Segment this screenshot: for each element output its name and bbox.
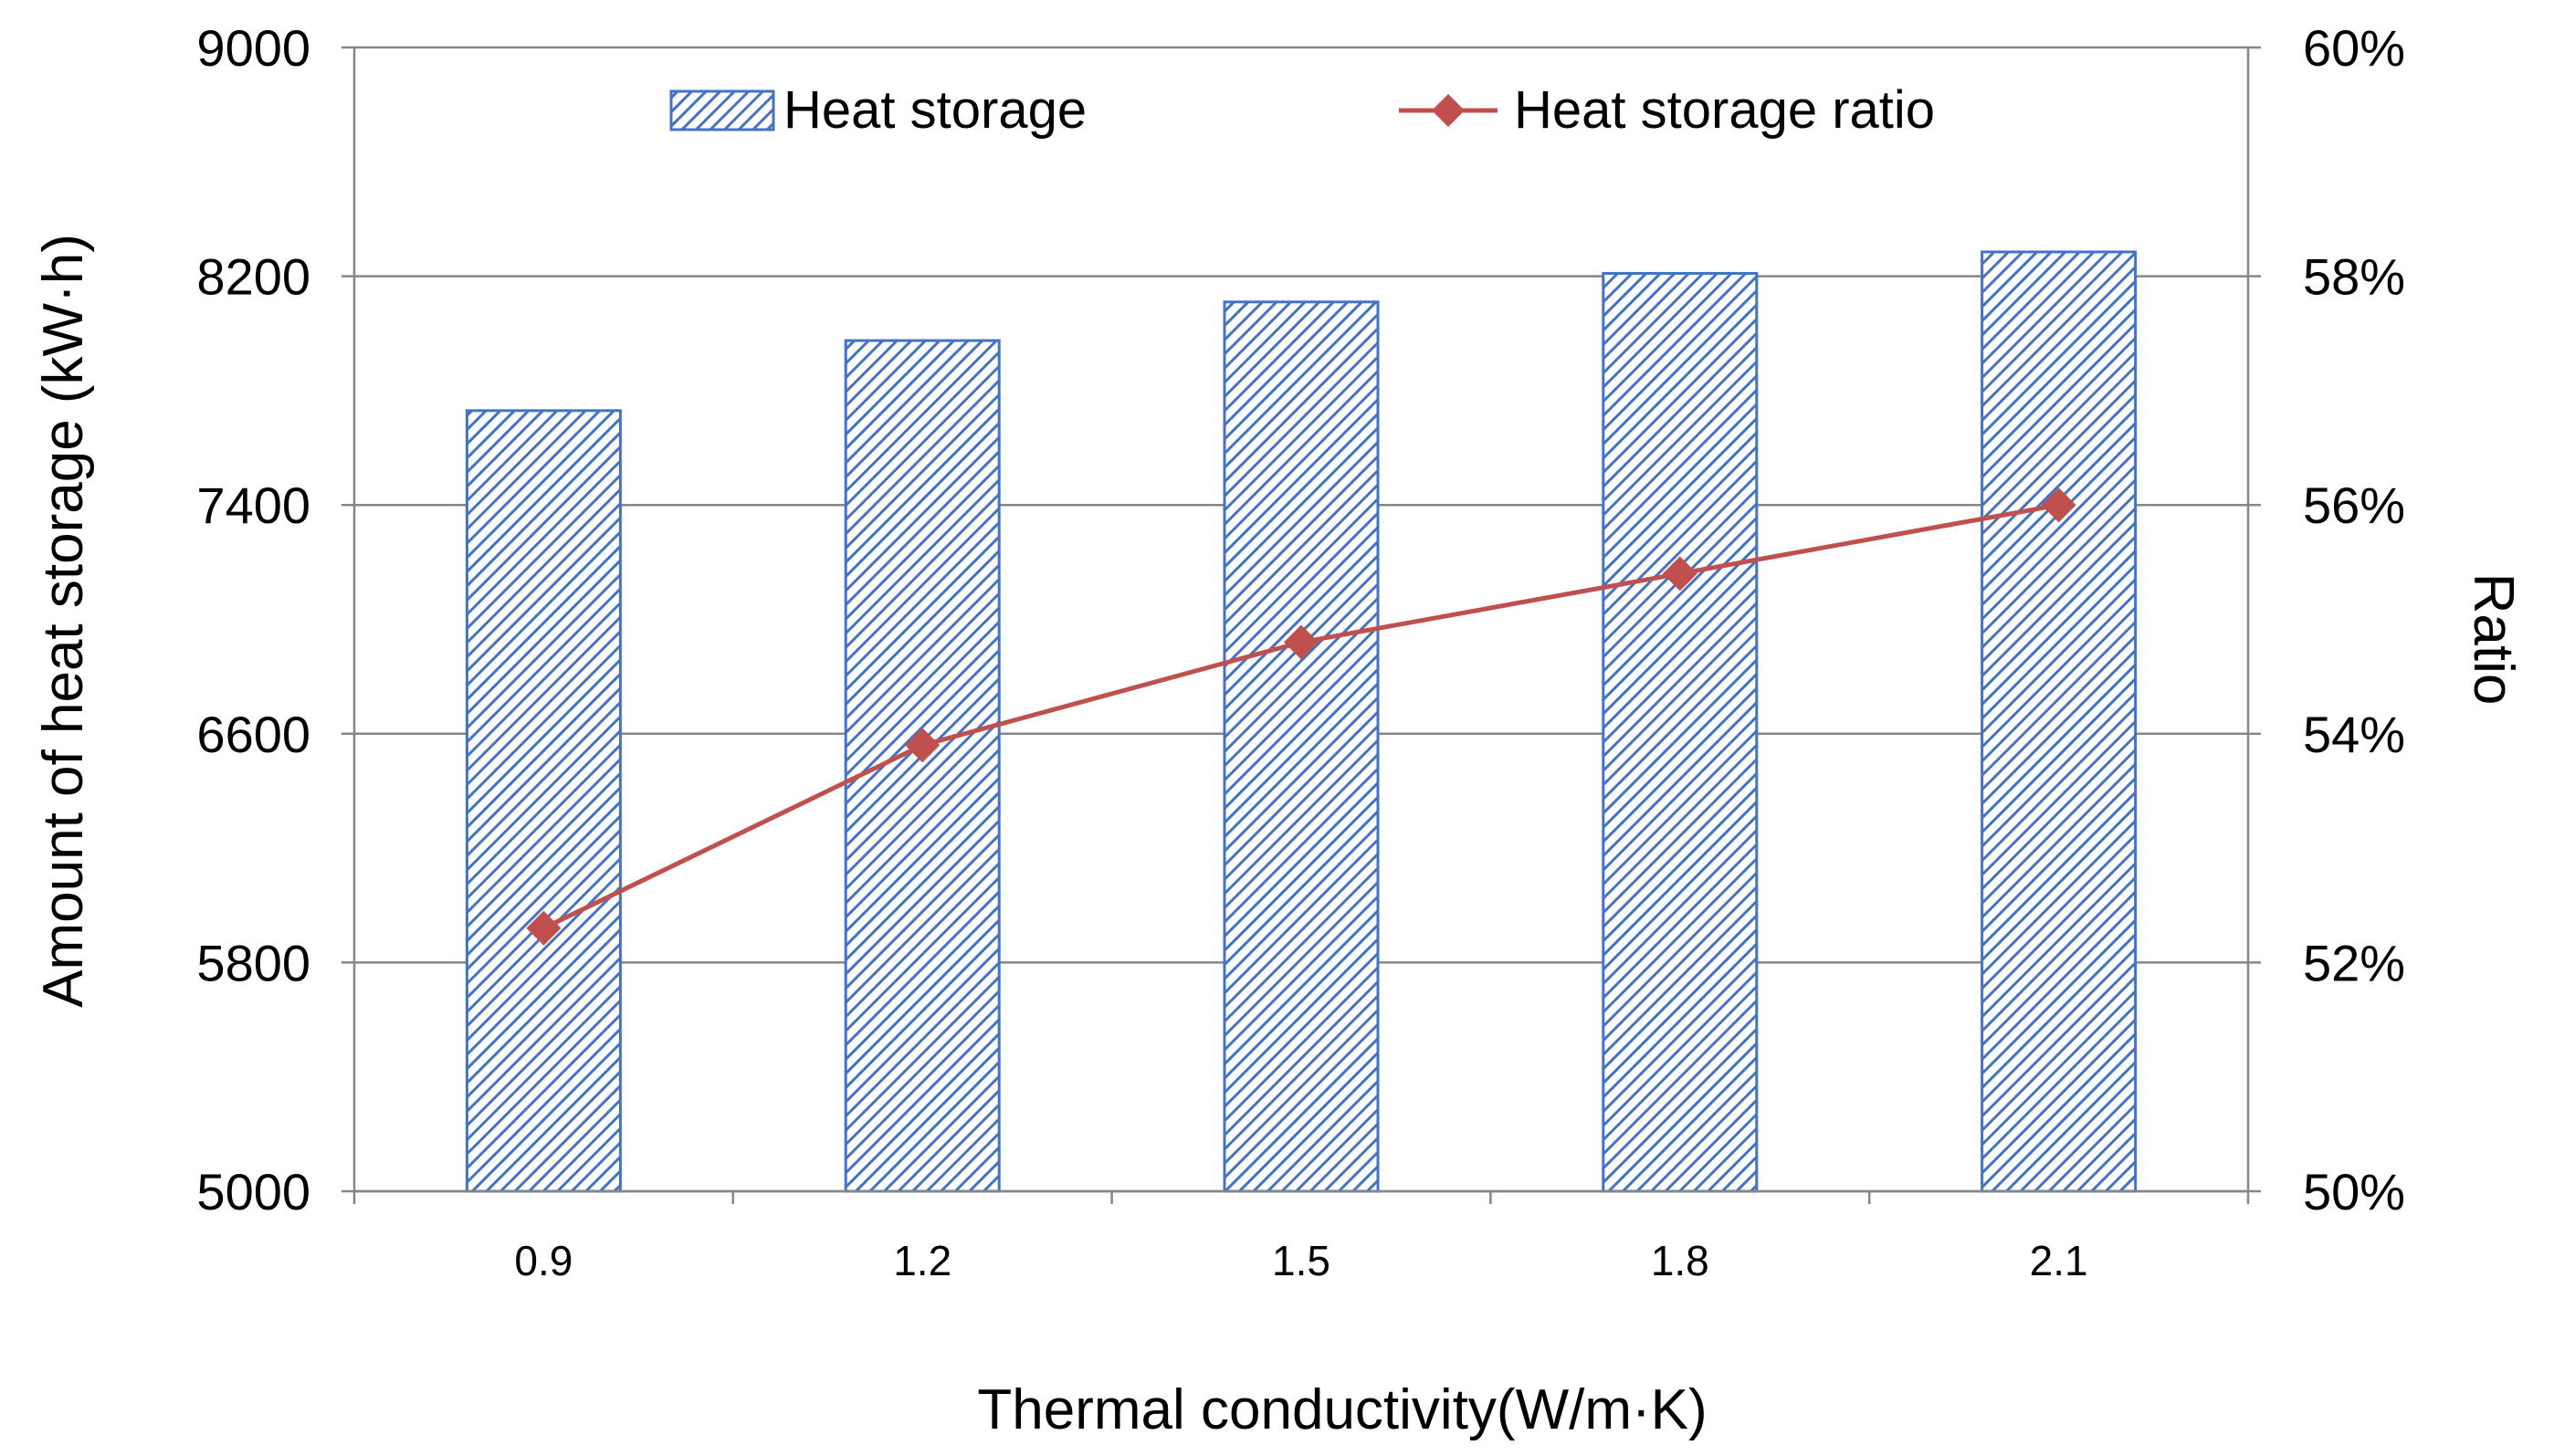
ratio-point bbox=[1662, 556, 1697, 592]
legend-label-heat-storage: Heat storage bbox=[783, 80, 1087, 140]
legend: Heat storage Heat storage ratio bbox=[669, 80, 1935, 140]
ratio-point bbox=[2041, 487, 2076, 523]
y-tick-label: 5000 bbox=[196, 1163, 310, 1220]
x-tick-label: 2.1 bbox=[2030, 1237, 2088, 1284]
y-tick-label: 6600 bbox=[196, 706, 310, 763]
y-axis-left-title: Amount of heat storage (kW·h) bbox=[32, 234, 95, 1008]
y-axis-right-title: Ratio bbox=[2462, 573, 2525, 706]
x-tick-label: 0.9 bbox=[514, 1237, 573, 1284]
y-axis-left-ticks: 5000 5800 6600 7400 8200 9000 bbox=[196, 19, 310, 1220]
y-tick-label: 9000 bbox=[196, 19, 310, 77]
axes bbox=[342, 46, 2261, 1204]
bar-heat-storage bbox=[1223, 300, 1380, 1193]
x-axis-ticks: 0.9 1.2 1.5 1.8 2.1 bbox=[514, 1237, 2087, 1284]
legend-swatch-marker bbox=[1432, 94, 1465, 127]
y-tick-label: 7400 bbox=[196, 477, 310, 534]
x-tick-label: 1.5 bbox=[1272, 1237, 1330, 1284]
y2-tick-label: 54% bbox=[2303, 706, 2405, 763]
ratio-line-series bbox=[526, 487, 2076, 946]
bar-heat-storage bbox=[465, 409, 622, 1193]
x-tick-label: 1.2 bbox=[893, 1237, 951, 1284]
y-tick-label: 8200 bbox=[196, 248, 310, 306]
ratio-point bbox=[905, 728, 941, 763]
ratio-point bbox=[1284, 624, 1319, 660]
y2-tick-label: 56% bbox=[2303, 477, 2405, 534]
bar-heat-storage bbox=[844, 339, 1001, 1193]
y2-tick-label: 50% bbox=[2303, 1163, 2405, 1220]
bar-heat-storage bbox=[1981, 250, 2138, 1193]
ratio-point bbox=[526, 910, 562, 946]
y2-tick-label: 60% bbox=[2303, 19, 2405, 77]
x-axis-title: Thermal conductivity(W/m·K) bbox=[977, 1378, 1707, 1441]
bar-heat-storage bbox=[1602, 271, 1759, 1193]
legend-swatch-heat-storage bbox=[669, 89, 775, 131]
y-tick-label: 5800 bbox=[196, 934, 310, 991]
x-tick-label: 1.8 bbox=[1651, 1237, 1709, 1284]
y-axis-right-ticks: 50% 52% 54% 56% 58% 60% bbox=[2303, 19, 2405, 1220]
bars bbox=[465, 250, 2138, 1193]
y2-tick-label: 58% bbox=[2303, 248, 2405, 306]
y2-tick-label: 52% bbox=[2303, 934, 2405, 991]
legend-label-heat-storage-ratio: Heat storage ratio bbox=[1514, 80, 1935, 140]
